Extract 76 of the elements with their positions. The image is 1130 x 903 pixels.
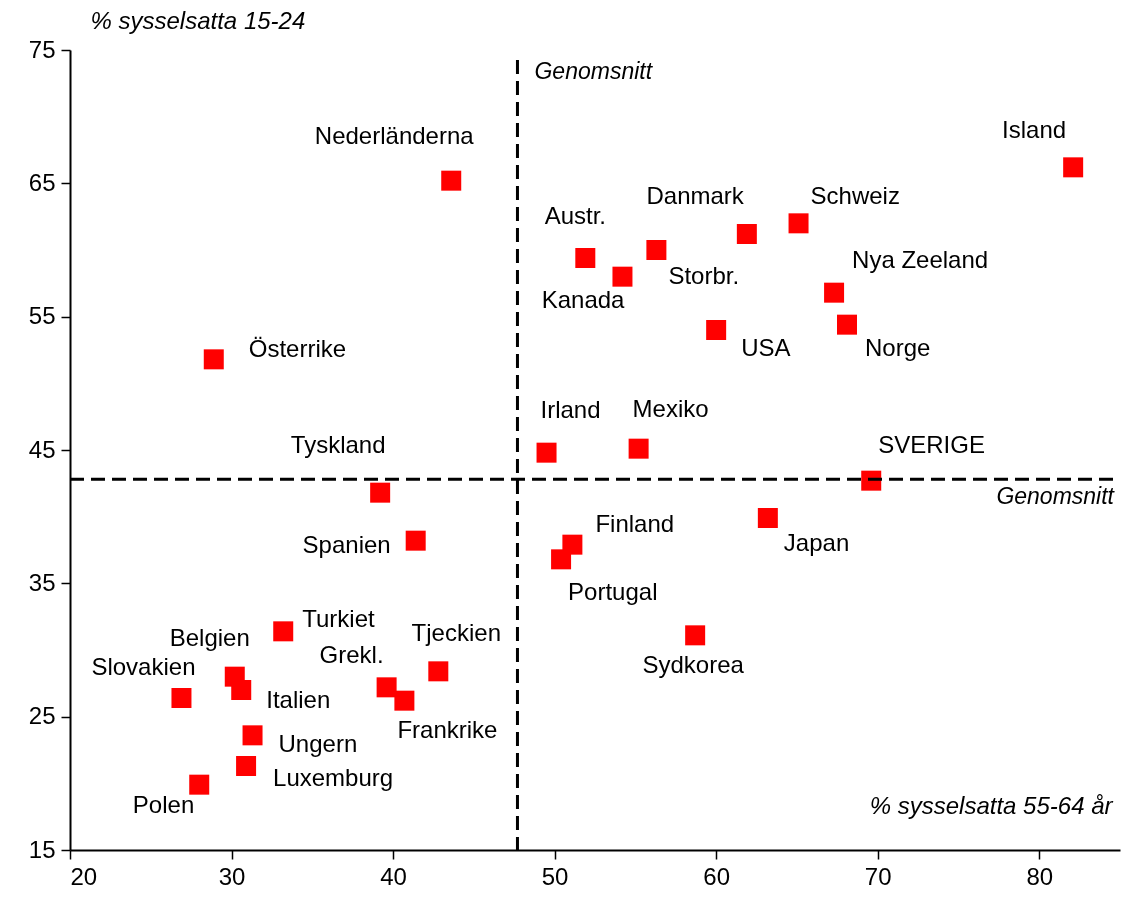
point — [203, 349, 224, 370]
point — [171, 688, 192, 708]
point — [536, 442, 557, 463]
point — [824, 282, 845, 303]
series-label: Irland — [540, 395, 601, 423]
series-label: Storbr. — [668, 262, 740, 289]
point — [646, 240, 667, 260]
point — [370, 482, 391, 503]
point — [612, 266, 633, 287]
series-label: Danmark — [646, 182, 745, 209]
series-label: Finland — [595, 509, 675, 537]
series-label: Island — [1002, 116, 1067, 144]
series-label: Japan — [783, 529, 850, 556]
series-label: Tjeckien — [411, 619, 501, 647]
series-label: Schweiz — [810, 182, 900, 210]
series-label: Belgien — [169, 623, 250, 651]
point — [1063, 157, 1084, 178]
x-tick-label: 60 — [703, 862, 731, 890]
series-label: Spanien — [302, 530, 391, 558]
x-tick-label: 70 — [864, 862, 892, 890]
series-label: Italien — [266, 686, 331, 713]
point — [788, 213, 809, 234]
point — [189, 774, 210, 795]
y-tick-label: 35 — [28, 568, 56, 596]
y-axis-title: % sysselsatta 15-24 — [90, 6, 306, 34]
point — [861, 470, 882, 491]
series-label: Tyskland — [290, 430, 386, 458]
y-tick-label: 55 — [28, 302, 56, 330]
x-tick-label: 40 — [380, 862, 407, 890]
x-axis-title: % sysselsatta 55-64 år — [869, 791, 1114, 819]
series-label: Norge — [865, 333, 931, 361]
series-label: Mexiko — [632, 394, 709, 422]
series-label: Kanada — [541, 285, 626, 313]
series-label: Grekl. — [319, 641, 384, 669]
series-label: Slovakien — [91, 653, 196, 680]
series-label: Turkiet — [302, 605, 376, 633]
series-label: USA — [741, 334, 791, 361]
series-label: Ungern — [278, 730, 358, 758]
point — [837, 314, 857, 335]
point — [405, 530, 426, 551]
x-tick-label: 50 — [541, 862, 569, 890]
x-tick-label: 20 — [70, 862, 98, 890]
series-label: Nederländerna — [314, 121, 475, 149]
series-label: Polen — [132, 790, 195, 818]
point — [441, 170, 462, 191]
point — [551, 549, 572, 570]
series-label: SVERIGE — [878, 430, 985, 458]
ref-line-label: Genomsnitt — [534, 58, 654, 84]
y-tick-label: 75 — [28, 35, 56, 63]
point — [685, 625, 706, 646]
series-label: Nya Zeeland — [852, 245, 989, 273]
series-label: Portugal — [568, 578, 658, 606]
point — [757, 508, 778, 528]
series-label: Sydkorea — [642, 651, 745, 679]
series-label: Frankrike — [397, 715, 498, 743]
point — [628, 438, 649, 459]
point — [242, 725, 263, 746]
y-tick-label: 15 — [28, 835, 56, 863]
x-tick-label: 30 — [218, 862, 246, 890]
y-tick-label: 25 — [28, 702, 56, 730]
point — [376, 677, 397, 698]
series-label: Österrike — [248, 335, 347, 363]
point — [736, 224, 757, 244]
y-tick-label: 45 — [28, 435, 56, 463]
point — [236, 756, 257, 776]
point — [394, 690, 415, 711]
series-label: Austr. — [544, 202, 606, 229]
point — [273, 621, 294, 642]
series-label: Luxemburg — [273, 764, 394, 791]
point — [575, 248, 596, 268]
point — [428, 661, 449, 682]
y-tick-label: 65 — [28, 168, 56, 196]
x-tick-label: 80 — [1026, 862, 1054, 890]
ref-line-label: Genomsnitt — [996, 483, 1116, 510]
point — [231, 680, 252, 700]
point — [706, 320, 727, 340]
